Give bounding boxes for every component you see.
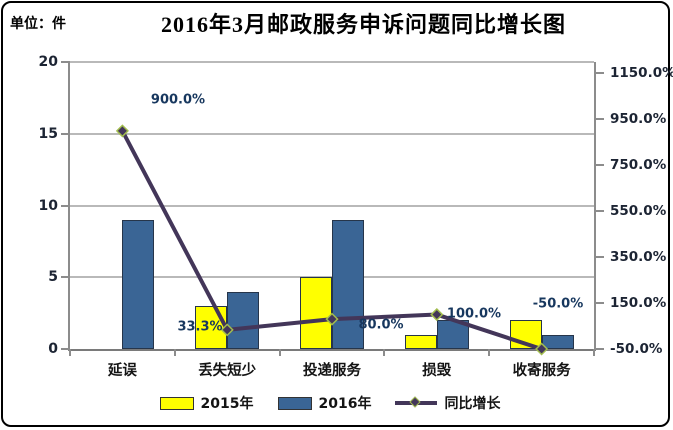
bar-2015年 bbox=[404, 334, 437, 349]
chart-title: 2016年3月邮政服务申诉问题同比增长图 bbox=[160, 12, 566, 37]
plot-area: 0 5 10 15 20 -50.0% 150.0% 350.0% 550.0% 750.0% 95… bbox=[39, 54, 673, 379]
gridline bbox=[70, 61, 594, 63]
category-axis-tick bbox=[593, 349, 595, 356]
right-axis-tick bbox=[594, 256, 604, 259]
legend-swatch-2015 bbox=[159, 396, 194, 410]
legend-item-2015: 2015年 bbox=[159, 393, 254, 413]
bar-2016年 bbox=[227, 291, 260, 349]
left-axis-tick bbox=[61, 204, 70, 207]
right-axis-tick bbox=[594, 302, 604, 305]
right-axis-tick-label: -50.0% bbox=[610, 341, 663, 357]
left-axis-tick bbox=[61, 61, 70, 63]
legend: 2015年 2016年 同比增长 bbox=[68, 393, 592, 413]
data-label: 80.0% bbox=[358, 317, 404, 333]
category-axis-tick bbox=[69, 349, 71, 356]
bar-2016年 bbox=[332, 219, 364, 349]
right-axis-tick-label: 350.0% bbox=[610, 249, 667, 266]
gridline bbox=[70, 132, 594, 135]
left-axis-tick-label: 15 bbox=[38, 125, 58, 142]
legend-label-growth: 同比增长 bbox=[444, 396, 501, 412]
line-marker-diamond-icon bbox=[220, 323, 234, 337]
left-axis-tick bbox=[61, 276, 70, 279]
line-marker-diamond-icon bbox=[115, 124, 129, 138]
right-axis-tick bbox=[594, 72, 604, 75]
right-axis-tick-label: 1150.0% bbox=[610, 65, 673, 82]
right-axis-tick bbox=[594, 210, 604, 213]
left-axis-tick-label: 5 bbox=[48, 269, 58, 286]
category-axis-tick bbox=[173, 349, 176, 356]
category-axis-tick bbox=[278, 349, 281, 356]
line-marker-diamond-icon bbox=[535, 342, 549, 356]
right-axis-tick-label: 150.0% bbox=[610, 295, 667, 312]
category-label: 收寄服务 bbox=[512, 363, 571, 379]
data-label: 900.0% bbox=[150, 92, 206, 108]
right-axis-tick bbox=[594, 164, 604, 167]
category-label: 丢失短少 bbox=[198, 363, 257, 379]
data-label: 100.0% bbox=[446, 306, 502, 322]
line-marker-diamond-icon bbox=[325, 312, 339, 326]
bar-2015年 bbox=[195, 305, 228, 349]
right-axis-tick-label: 750.0% bbox=[610, 157, 667, 174]
unit-label: 单位：件 bbox=[10, 17, 66, 32]
left-axis-tick-label: 10 bbox=[38, 197, 58, 214]
legend-item-growth: 同比增长 bbox=[395, 393, 500, 413]
right-axis-tick-label: 550.0% bbox=[610, 203, 667, 220]
category-axis-tick bbox=[488, 349, 491, 356]
right-axis-tick bbox=[594, 348, 604, 350]
line-marker-diamond-icon bbox=[430, 307, 444, 322]
data-label: -50.0% bbox=[532, 296, 584, 312]
legend-line-marker-icon bbox=[395, 396, 438, 410]
legend-label-2015: 2015年 bbox=[200, 396, 254, 412]
left-axis-tick bbox=[61, 132, 70, 135]
growth-line bbox=[115, 124, 549, 356]
gridline bbox=[70, 204, 594, 207]
category-axis-tick bbox=[383, 349, 386, 356]
bar-2016年 bbox=[541, 334, 574, 349]
right-axis-tick bbox=[594, 118, 604, 121]
left-axis-tick-label: 20 bbox=[38, 54, 58, 70]
data-label: 33.3% bbox=[177, 319, 223, 335]
legend-label-2016: 2016年 bbox=[318, 396, 372, 412]
category-label: 损毁 bbox=[422, 363, 452, 379]
bar-2016年 bbox=[122, 219, 155, 349]
left-axis-tick-label: 0 bbox=[48, 341, 58, 357]
left-axis-tick bbox=[61, 348, 70, 350]
category-label: 延误 bbox=[107, 363, 137, 379]
legend-item-2016: 2016年 bbox=[277, 393, 372, 413]
legend-swatch-2016 bbox=[277, 396, 312, 410]
category-label: 投递服务 bbox=[302, 363, 361, 379]
right-axis-tick-label: 950.0% bbox=[610, 111, 667, 128]
